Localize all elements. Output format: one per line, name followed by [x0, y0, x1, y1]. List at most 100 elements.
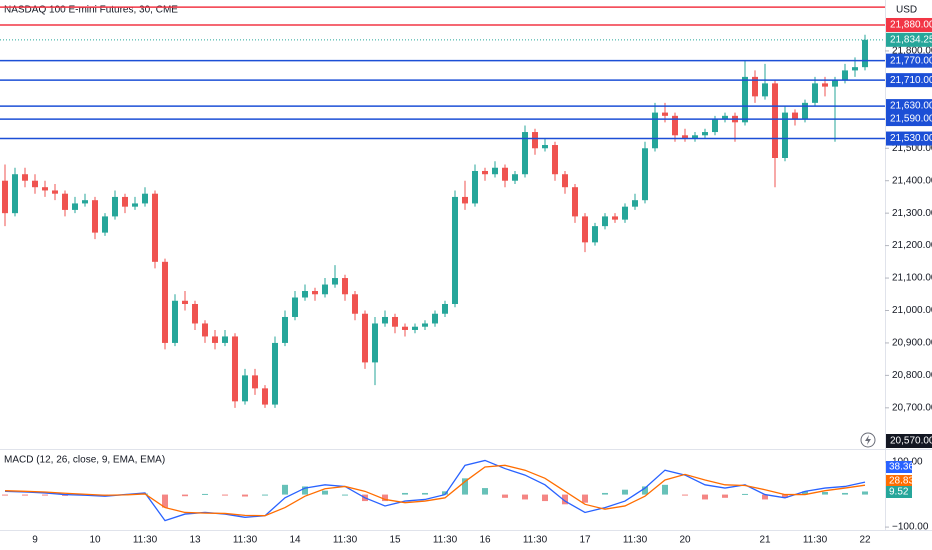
- candle-body: [342, 278, 348, 295]
- level-label-box: [886, 17, 932, 32]
- candle-body: [302, 291, 308, 298]
- histogram-bar: [802, 491, 808, 495]
- candle-body: [502, 167, 508, 181]
- candle-body: [672, 115, 678, 136]
- replay-icon[interactable]: [860, 432, 876, 448]
- histogram-bar: [22, 494, 28, 496]
- candle-body: [802, 102, 808, 120]
- candle-body: [212, 336, 218, 343]
- candle-body: [812, 83, 818, 103]
- x-tick-label: 10: [89, 535, 101, 546]
- candle-body: [352, 294, 358, 314]
- candle-body: [112, 196, 118, 217]
- candle-body: [742, 76, 748, 123]
- x-tick-label: 9: [32, 535, 38, 546]
- histogram-bar: [502, 494, 508, 498]
- macd-line: [4, 459, 866, 522]
- candle-body: [782, 112, 788, 159]
- histogram-bar: [762, 494, 768, 500]
- value-tag-box: [886, 486, 912, 498]
- candle-body: [32, 180, 38, 188]
- chart-title: NASDAQ 100 E-mini Futures, 30, CME: [4, 5, 178, 16]
- candle-body: [422, 323, 428, 327]
- histogram-bar: [442, 491, 448, 495]
- histogram-bar: [782, 494, 788, 498]
- x-tick-label: 20: [679, 535, 691, 546]
- candle-body: [492, 167, 498, 175]
- candle-body: [172, 300, 178, 343]
- x-tick-label: 21: [759, 535, 771, 546]
- candle-body: [42, 187, 48, 191]
- level-label-box: [886, 53, 932, 68]
- x-tick-label: 11:30: [623, 535, 648, 546]
- candle-body: [82, 200, 88, 204]
- candle-body: [22, 174, 28, 181]
- candle-body: [222, 336, 228, 343]
- histogram-bar: [722, 494, 728, 498]
- candle-body: [682, 135, 688, 139]
- level-label-box: [886, 112, 932, 127]
- value-tag-box: [886, 475, 912, 487]
- histogram-bar: [582, 494, 588, 503]
- candle-body: [272, 342, 278, 405]
- candle-body: [522, 132, 528, 175]
- candle-body: [62, 193, 68, 210]
- x-tick-label: 15: [389, 535, 401, 546]
- candle-body: [132, 203, 138, 207]
- candle-body: [652, 112, 658, 149]
- candle-body: [552, 145, 558, 175]
- y-tick-label: −100.00: [892, 522, 929, 533]
- candle-body: [182, 300, 188, 305]
- candle-body: [602, 216, 608, 227]
- level-label: 21,770.00: [890, 55, 932, 66]
- level-label: 21,880.00: [890, 20, 932, 31]
- candle-body: [322, 284, 328, 295]
- histogram-bar: [462, 478, 468, 495]
- candle-body: [722, 115, 728, 120]
- level-label-box: [886, 73, 932, 88]
- candle-body: [362, 313, 368, 363]
- candle-body: [52, 190, 58, 194]
- candle-body: [512, 174, 518, 181]
- x-tick-label: 11:30: [523, 535, 548, 546]
- candle-body: [822, 83, 828, 87]
- histogram-bar: [382, 494, 388, 502]
- candle-body: [12, 174, 18, 214]
- candle-body: [232, 336, 238, 402]
- level-label: 21,530.00: [890, 133, 932, 144]
- y-tick-label: 21,400.00: [892, 175, 932, 186]
- histogram-bar: [202, 493, 208, 495]
- histogram-bar: [302, 486, 308, 495]
- y-tick-label: 21,800.00: [892, 46, 932, 57]
- histogram-bar: [822, 491, 828, 495]
- candle-body: [842, 70, 848, 81]
- histogram-bar: [522, 494, 528, 500]
- macd-line: [4, 464, 866, 517]
- y-tick-label: 21,000.00: [892, 305, 932, 316]
- histogram-bar: [182, 494, 188, 497]
- histogram-bar: [222, 494, 228, 496]
- histogram-bar: [2, 494, 8, 496]
- candle-body: [332, 278, 338, 285]
- candle-body: [662, 112, 668, 116]
- candle-body: [452, 196, 458, 305]
- level-label: 21,710.00: [890, 75, 932, 86]
- candle-body: [612, 216, 618, 220]
- value-tag: 28.83: [889, 476, 914, 487]
- candle-body: [542, 145, 548, 149]
- candle-body: [762, 83, 768, 97]
- candle-body: [702, 132, 708, 136]
- x-tick-label: 11:30: [233, 535, 258, 546]
- histogram-bar: [322, 490, 328, 495]
- candle-body: [692, 135, 698, 139]
- y-tick-label: 21,200.00: [892, 240, 932, 251]
- histogram-bar: [422, 492, 428, 495]
- candle-body: [442, 304, 448, 314]
- axis-marker-label: 20,570.00: [890, 436, 932, 447]
- candle-body: [202, 323, 208, 337]
- level-label: 21,590.00: [890, 114, 932, 125]
- histogram-bar: [42, 494, 48, 496]
- histogram-bar: [602, 492, 608, 495]
- x-tick-label: 16: [479, 535, 491, 546]
